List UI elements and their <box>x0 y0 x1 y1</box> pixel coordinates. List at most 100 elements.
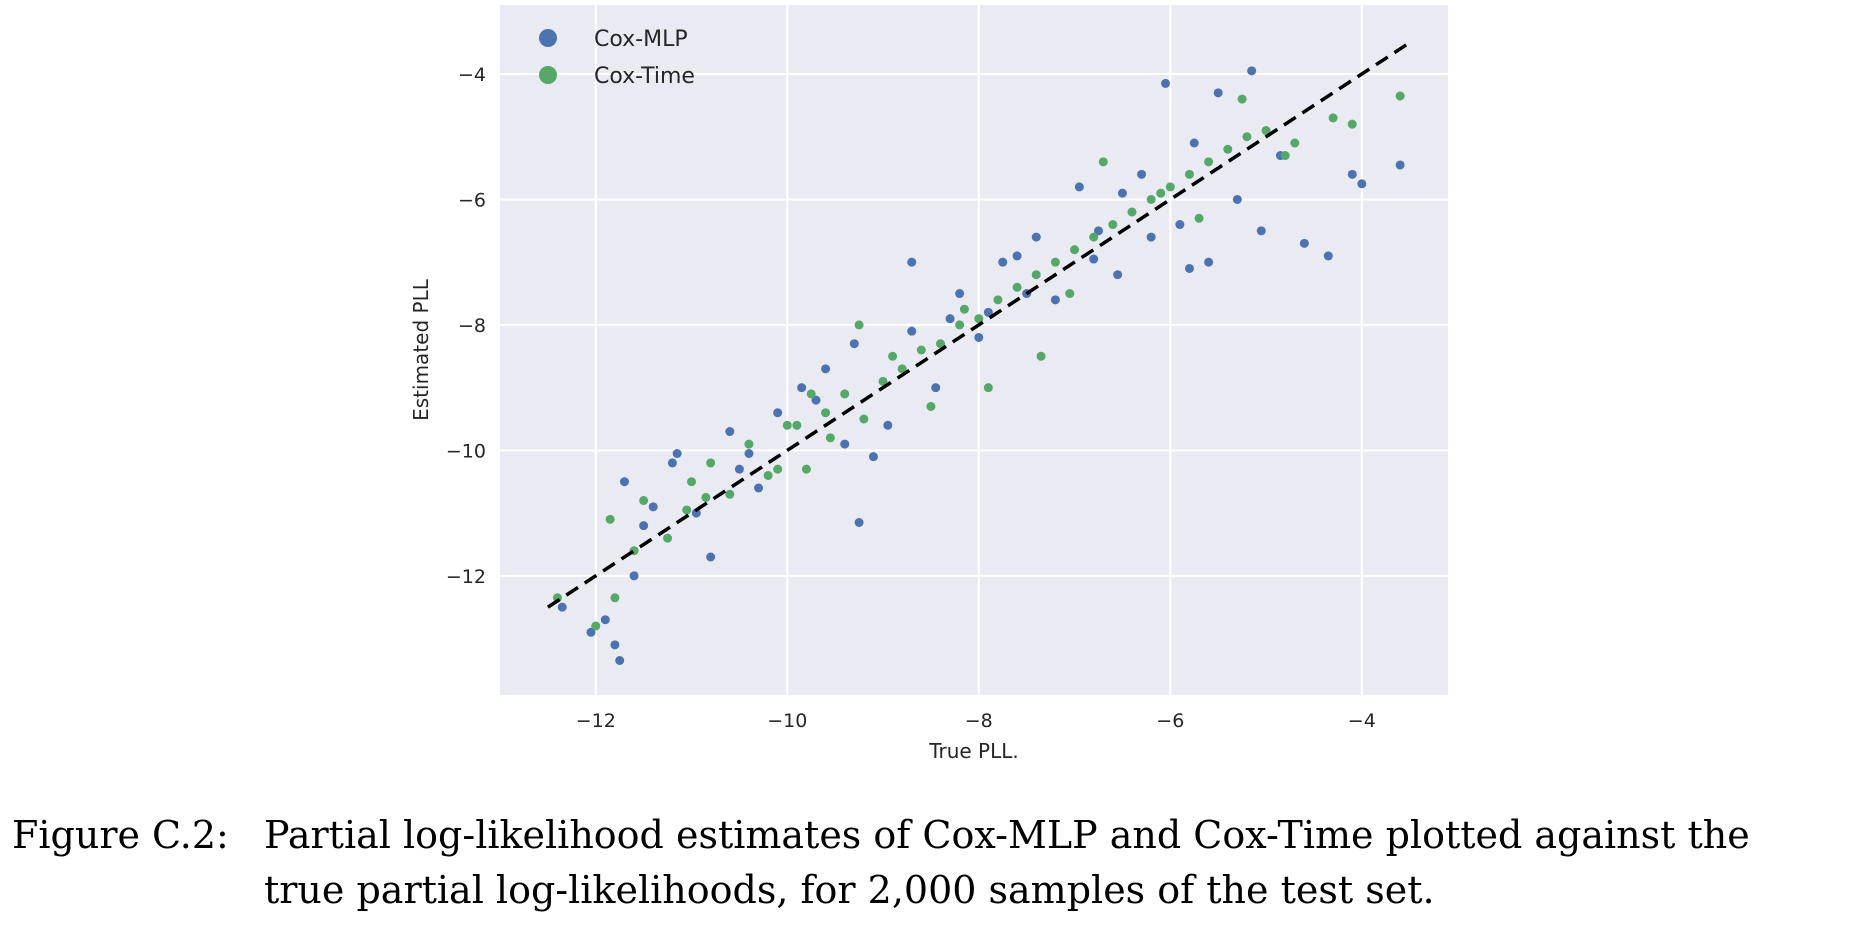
cox-mlp-point <box>1117 188 1127 198</box>
y-tick-label: −10 <box>446 440 486 462</box>
cox-time-point <box>1237 94 1247 104</box>
cox-time-point <box>801 464 811 474</box>
cox-time-point <box>916 345 926 355</box>
cox-mlp-point <box>840 439 850 449</box>
cox-mlp-point <box>931 383 941 393</box>
legend-label-cox-mlp: Cox-MLP <box>594 27 688 52</box>
cox-mlp-point <box>586 627 596 637</box>
caption-line-1: Partial log-likelihood estimates of Cox-… <box>264 813 1750 857</box>
cox-time-point <box>682 505 692 515</box>
cox-time-point <box>1108 220 1118 230</box>
cox-mlp-point <box>983 307 993 317</box>
cox-time-point <box>983 383 993 393</box>
cox-time-point <box>591 621 601 631</box>
cox-time-point <box>1223 144 1233 154</box>
cox-mlp-point <box>1161 78 1171 88</box>
cox-mlp-point <box>744 449 754 458</box>
cox-time-point <box>1261 125 1271 135</box>
cox-time-point <box>806 389 816 399</box>
cox-mlp-point <box>691 508 701 518</box>
cox-mlp-point <box>1213 88 1223 98</box>
cox-mlp-point <box>945 314 955 324</box>
cox-time-point <box>1156 188 1166 198</box>
cox-time-point <box>821 408 831 418</box>
cox-time-point <box>859 414 869 424</box>
caption-label: Figure C.2: <box>12 813 229 857</box>
cox-mlp-point <box>672 449 682 458</box>
cox-mlp-point <box>811 395 821 405</box>
figure-caption: Figure C.2: Partial log-likelihood estim… <box>12 808 1847 918</box>
cox-time-point <box>663 533 673 543</box>
cox-mlp-point <box>1395 160 1405 170</box>
x-tick-label: −4 <box>1348 710 1376 732</box>
cox-mlp-point <box>868 452 878 462</box>
cox-time-point <box>1098 157 1108 167</box>
grid <box>500 5 1448 695</box>
cox-time-point <box>687 477 697 487</box>
cox-time-point <box>701 492 711 502</box>
cox-mlp-point <box>1247 66 1257 76</box>
scatter-chart: −12 −10 −8 −6 −4 −4 −6 −8 −10 −12 True PLL. Estim… <box>409 5 1448 763</box>
cox-time-point <box>792 420 802 430</box>
cox-time-point <box>1328 113 1338 123</box>
cox-mlp-point <box>557 602 567 612</box>
cox-mlp-point <box>648 502 658 512</box>
y-tick-label: −12 <box>446 566 486 588</box>
cox-time-point <box>744 439 754 449</box>
cox-time-point <box>935 339 945 349</box>
cox-time-point <box>854 320 864 330</box>
cox-time-point <box>605 514 615 524</box>
cox-mlp-point <box>706 552 716 562</box>
y-tick-label: −8 <box>458 315 486 337</box>
cox-mlp-point <box>1299 238 1309 248</box>
cox-time-point <box>1347 119 1357 129</box>
cox-time-point <box>955 320 965 330</box>
cox-mlp-point <box>854 518 864 527</box>
cox-time-point <box>1204 157 1214 167</box>
cox-mlp-point <box>907 257 917 267</box>
cox-mlp-point <box>610 640 620 650</box>
cox-mlp-point <box>1137 169 1147 179</box>
cox-time-point <box>1065 289 1075 299</box>
cox-time-point <box>782 420 792 430</box>
cox-mlp-point <box>1175 220 1185 230</box>
cox-time-point <box>1050 257 1060 267</box>
data-points <box>552 66 1405 665</box>
cox-mlp-point <box>1323 251 1333 261</box>
plot-background <box>500 5 1448 695</box>
cox-mlp-point <box>1189 138 1199 148</box>
cox-time-point <box>706 458 716 468</box>
cox-time-point <box>610 593 620 603</box>
cox-mlp-point <box>1012 251 1022 261</box>
cox-mlp-point <box>773 408 783 418</box>
x-axis-label: True PLL. <box>928 739 1019 763</box>
cox-time-point <box>926 401 936 411</box>
cox-mlp-point <box>725 427 735 437</box>
cox-mlp-point <box>849 339 859 349</box>
cox-time-point <box>1184 169 1194 179</box>
cox-time-point <box>1395 91 1405 101</box>
x-tick-label: −6 <box>1156 710 1184 732</box>
cox-time-point <box>1146 194 1156 204</box>
cox-time-point <box>974 314 984 324</box>
cox-mlp-point <box>998 257 1008 267</box>
cox-time-point <box>825 433 835 443</box>
cox-time-point <box>763 470 773 480</box>
cox-mlp-point <box>1093 226 1103 236</box>
cox-mlp-point <box>821 364 831 374</box>
reference-line <box>546 41 1411 609</box>
cox-time-point <box>1280 151 1290 161</box>
y-tick-label: −6 <box>458 189 486 211</box>
cox-time-point <box>993 295 1003 305</box>
cox-mlp-point <box>1074 182 1084 192</box>
y-axis-label: Estimated PLL <box>409 278 433 421</box>
cox-mlp-point <box>1146 232 1156 242</box>
cox-mlp-point <box>639 521 649 531</box>
cox-mlp-point <box>600 615 610 625</box>
cox-mlp-point <box>883 420 893 430</box>
cox-mlp-point <box>1113 270 1123 280</box>
cox-time-point <box>878 376 888 386</box>
x-tick-label: −8 <box>965 710 993 732</box>
cox-mlp-point <box>754 483 764 493</box>
